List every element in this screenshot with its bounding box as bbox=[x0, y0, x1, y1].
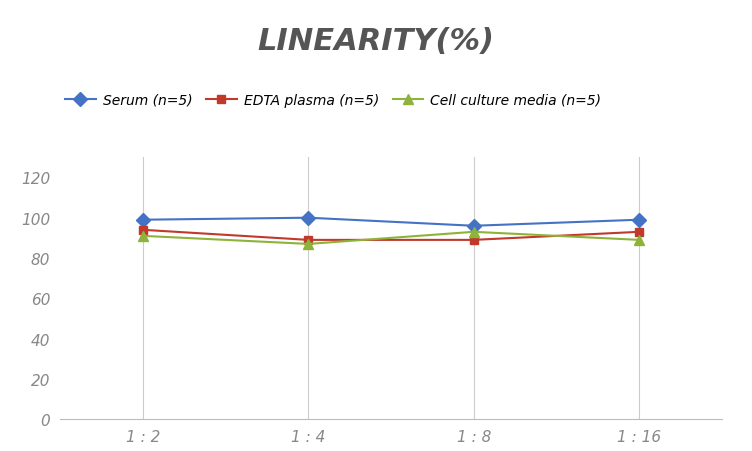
Text: LINEARITY(%): LINEARITY(%) bbox=[257, 27, 495, 56]
EDTA plasma (n=5) bbox=[138, 228, 147, 233]
Line: EDTA plasma (n=5): EDTA plasma (n=5) bbox=[138, 226, 644, 244]
Serum (n=5) bbox=[304, 216, 313, 221]
Line: Serum (n=5): Serum (n=5) bbox=[138, 213, 644, 231]
Line: Cell culture media (n=5): Cell culture media (n=5) bbox=[138, 227, 644, 249]
Serum (n=5) bbox=[138, 217, 147, 223]
EDTA plasma (n=5) bbox=[304, 238, 313, 243]
Legend: Serum (n=5), EDTA plasma (n=5), Cell culture media (n=5): Serum (n=5), EDTA plasma (n=5), Cell cul… bbox=[59, 88, 607, 113]
Cell culture media (n=5) bbox=[138, 234, 147, 239]
Serum (n=5) bbox=[635, 217, 644, 223]
Cell culture media (n=5) bbox=[635, 238, 644, 243]
Cell culture media (n=5) bbox=[304, 242, 313, 247]
EDTA plasma (n=5) bbox=[469, 238, 478, 243]
Serum (n=5) bbox=[469, 224, 478, 229]
Cell culture media (n=5) bbox=[469, 230, 478, 235]
EDTA plasma (n=5) bbox=[635, 230, 644, 235]
